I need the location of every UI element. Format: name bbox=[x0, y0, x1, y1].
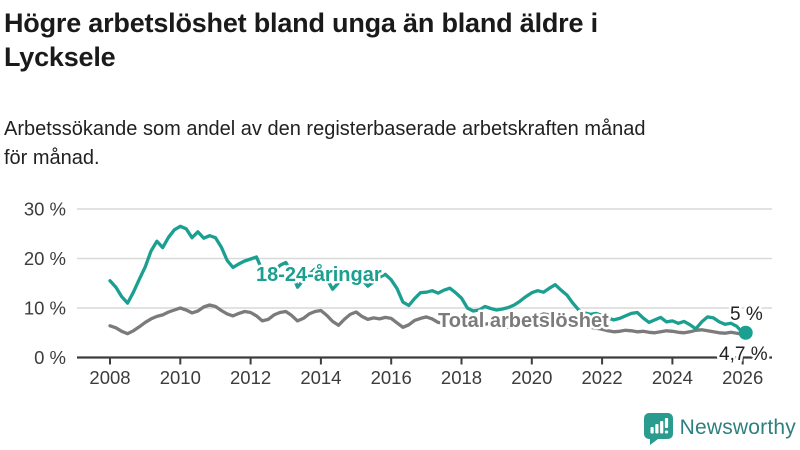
series-line-total bbox=[108, 303, 745, 336]
latest-value-dot bbox=[738, 325, 753, 340]
page-subtitle-line2: för månad. bbox=[4, 147, 100, 169]
x-tick-label-2014: 2014 bbox=[300, 367, 341, 388]
page-subtitle: Arbetssökande som andel av den registerb… bbox=[4, 115, 796, 173]
page-subtitle-line1: Arbetssökande som andel av den registerb… bbox=[4, 118, 646, 140]
y-tick-label-30: 30 % bbox=[24, 199, 66, 220]
series-line-young bbox=[108, 224, 745, 335]
x-tick-label-2024: 2024 bbox=[652, 367, 693, 388]
newsworthy-logo[interactable]: Newsworthy bbox=[643, 411, 796, 445]
x-tick-label-2008: 2008 bbox=[89, 367, 130, 388]
x-tick-label-2020: 2020 bbox=[511, 367, 552, 388]
page-title: Högre arbetslöshet bland unga än bland ä… bbox=[4, 6, 796, 74]
x-tick-label-2026: 2026 bbox=[722, 367, 763, 388]
series-label-total: Total arbetslöshet bbox=[438, 310, 609, 332]
y-tick-label-20: 20 % bbox=[24, 248, 66, 269]
newsworthy-logo-icon bbox=[643, 412, 673, 445]
series-label-young: 18-24-åringar bbox=[256, 263, 382, 286]
newsworthy-logo-text: Newsworthy bbox=[679, 416, 796, 439]
x-tick-label-2016: 2016 bbox=[371, 367, 412, 388]
y-tick-label-10: 10 % bbox=[24, 298, 66, 319]
y-tick-label-0: 0 % bbox=[34, 347, 66, 368]
x-tick-label-2022: 2022 bbox=[582, 367, 623, 388]
x-tick-label-2012: 2012 bbox=[230, 367, 271, 388]
end-value-label-total: 4,7 % bbox=[719, 344, 768, 365]
x-tick-label-2018: 2018 bbox=[441, 367, 482, 388]
x-tick-label-2010: 2010 bbox=[160, 367, 201, 388]
page-title-line2: Lycksele bbox=[4, 42, 116, 72]
page-title-line1: Högre arbetslöshet bland unga än bland ä… bbox=[4, 8, 598, 38]
end-value-label-young: 5 % bbox=[730, 304, 763, 325]
